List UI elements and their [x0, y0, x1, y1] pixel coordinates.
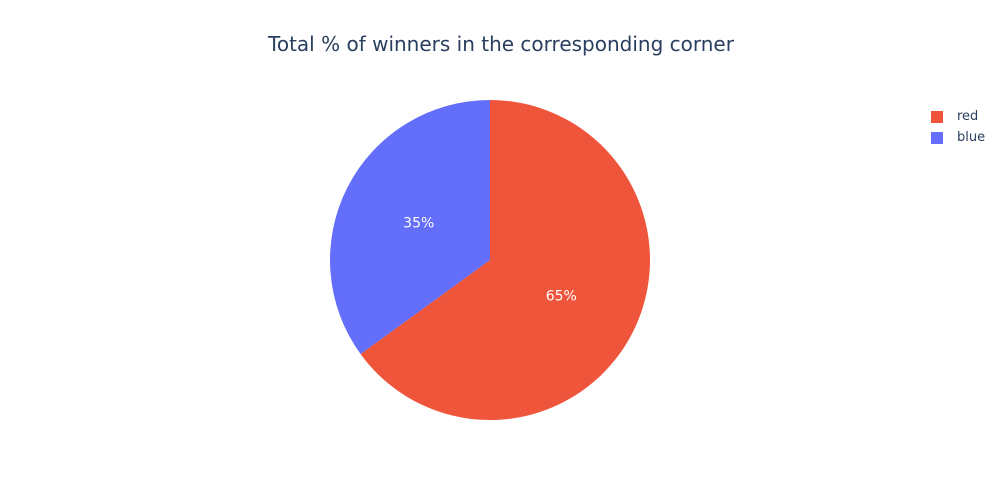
legend-swatch-red [931, 110, 943, 123]
legend-label-blue: blue [957, 130, 986, 145]
slice-label-blue: 35% [403, 216, 434, 232]
legend-item-red[interactable]: red [931, 106, 985, 127]
pie-slice-blue[interactable] [329, 100, 490, 355]
legend-label-red: red [957, 109, 979, 124]
legend-item-blue[interactable]: blue [931, 127, 985, 148]
slice-label-red: 65% [546, 288, 577, 304]
pie-slice-red[interactable] [360, 100, 650, 420]
chart-title: Total % of winners in the corresponding … [268, 32, 734, 56]
legend-swatch-blue [931, 131, 943, 144]
legend: red blue [931, 106, 985, 148]
